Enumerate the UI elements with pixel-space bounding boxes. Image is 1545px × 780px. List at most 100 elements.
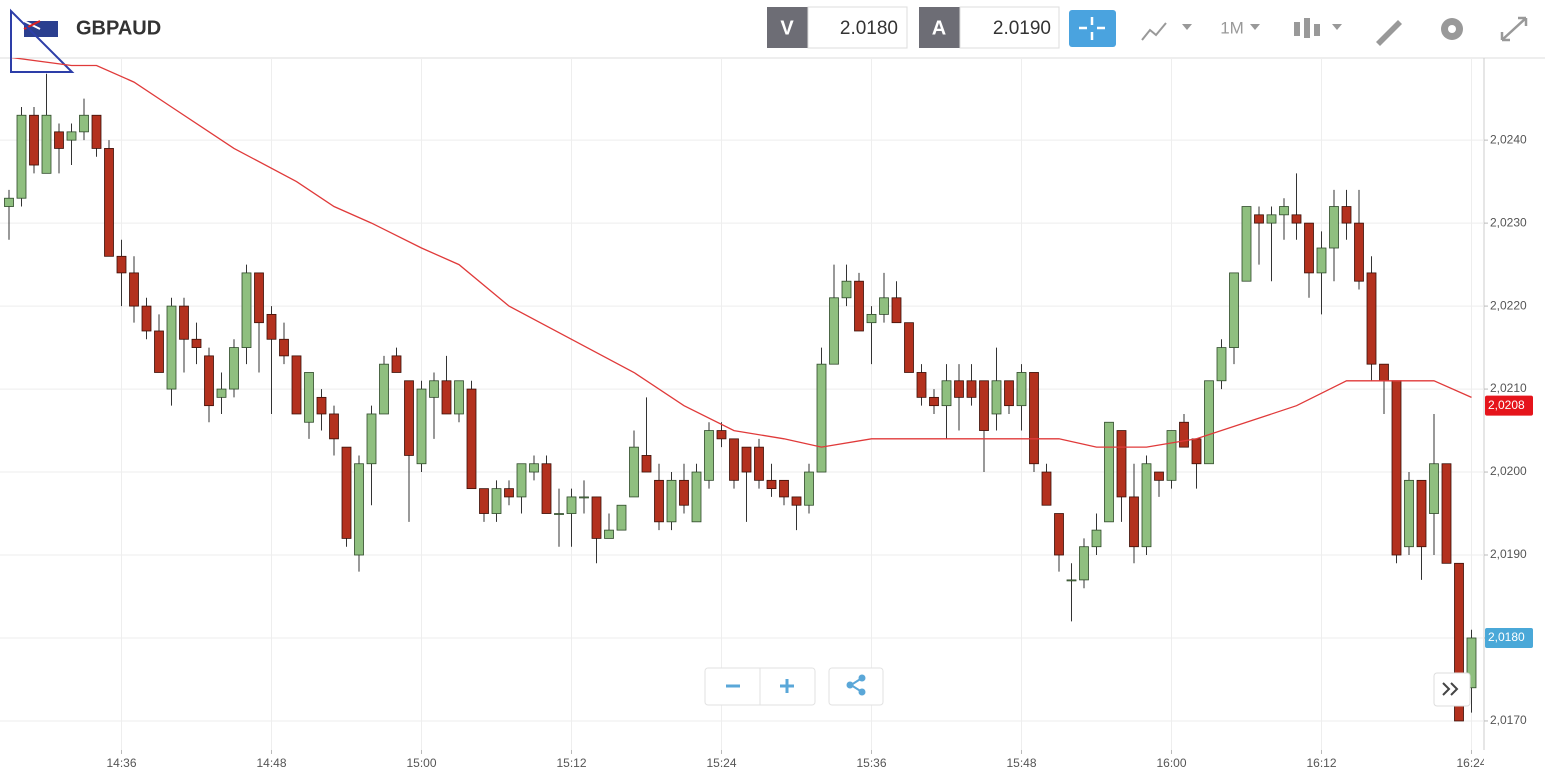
bid-field	[807, 6, 908, 49]
candle-body	[691, 471, 702, 523]
candle-body	[991, 380, 1002, 415]
candle-body	[979, 380, 989, 431]
y-tick-label: 2,0190	[1490, 547, 1527, 561]
candle-body	[454, 380, 464, 415]
candle-body	[1191, 438, 1202, 465]
ask-field	[959, 6, 1060, 49]
zoom-in[interactable]	[780, 679, 794, 693]
candle-body	[829, 297, 839, 365]
candle-body	[679, 479, 689, 506]
candle-body	[1379, 363, 1389, 382]
share-button[interactable]	[828, 667, 884, 706]
candle-body	[479, 488, 489, 514]
indicator-button[interactable]	[1141, 22, 1192, 41]
candle-body	[191, 338, 202, 348]
candle-body	[966, 380, 977, 398]
candle-body	[879, 297, 889, 315]
x-tick-label: 16:00	[1156, 756, 1186, 770]
candle-body	[1079, 546, 1089, 581]
candle-body	[941, 380, 952, 407]
candle-body	[291, 355, 302, 415]
ask-button[interactable]	[919, 7, 960, 48]
candle-body	[591, 496, 602, 539]
candle-body	[416, 388, 427, 465]
candle-body	[604, 529, 614, 539]
plot	[0, 58, 1484, 750]
candle-body	[1454, 562, 1464, 722]
candle-body	[279, 338, 289, 357]
candle-body	[266, 313, 277, 340]
y-tick-label: 2,0200	[1490, 464, 1527, 478]
chart-type-button[interactable]	[1294, 18, 1342, 38]
candle-body	[1104, 421, 1114, 523]
candle-body	[1354, 222, 1364, 282]
candle-body	[4, 197, 14, 207]
candle-body	[1416, 479, 1427, 548]
candle-body	[391, 355, 402, 373]
candle-body	[129, 272, 139, 307]
candle-body	[1016, 372, 1027, 407]
candle-body	[854, 280, 864, 332]
candle-body	[1329, 206, 1339, 249]
fullscreen-button[interactable]	[1500, 16, 1528, 42]
candle-body	[141, 305, 152, 332]
y-tick-label: 2,0230	[1490, 215, 1527, 229]
candle-body	[379, 363, 389, 415]
price-label-box	[1485, 627, 1533, 648]
candle-body	[1316, 247, 1327, 274]
candle-body	[204, 355, 214, 407]
candle-body	[1266, 214, 1277, 224]
candle-body	[1129, 496, 1139, 548]
candle-body	[1154, 471, 1164, 481]
bid-button[interactable]	[767, 7, 808, 48]
candle-body	[1391, 380, 1402, 556]
y-tick-label: 2,0240	[1490, 132, 1527, 146]
timeframe[interactable]: 1M	[1220, 18, 1244, 37]
candle-body	[354, 463, 364, 556]
candle-body	[1004, 380, 1014, 407]
candle-body	[66, 131, 77, 141]
candle-body	[841, 280, 852, 299]
candle-body	[1029, 372, 1039, 465]
candle-body	[54, 131, 64, 149]
candle-body	[79, 114, 89, 133]
candle-body	[1054, 513, 1064, 556]
candle-body	[1441, 463, 1452, 564]
candle-body	[104, 148, 114, 257]
candle-body	[241, 272, 252, 348]
candle-body	[1254, 214, 1264, 224]
candle-body	[554, 513, 564, 515]
price-label: 2,0208	[1488, 398, 1525, 412]
candle-body	[316, 396, 327, 415]
ma-line	[10, 58, 1472, 448]
candle-body	[366, 413, 377, 465]
candle-body	[1291, 214, 1302, 224]
settings-hole	[1448, 25, 1456, 33]
candle-body	[1304, 222, 1314, 274]
crosshair-button[interactable]	[1069, 10, 1116, 47]
draw-button[interactable]	[1376, 20, 1402, 46]
candle-body	[41, 114, 52, 174]
candle-body	[304, 372, 314, 423]
candle-body	[504, 488, 514, 498]
candle-body	[1341, 206, 1352, 224]
zoom-buttons	[704, 667, 816, 706]
candle-body	[741, 446, 752, 473]
scroll-right-button[interactable]	[1433, 672, 1471, 707]
candle-body	[91, 114, 102, 149]
candle-body	[666, 479, 677, 523]
candle-body	[1279, 206, 1289, 216]
bid-label: V	[780, 17, 794, 39]
candle-body	[541, 463, 552, 514]
candle-body	[404, 380, 414, 456]
candle-body	[804, 471, 814, 506]
x-tick-label: 15:48	[1006, 756, 1036, 770]
candle-body	[791, 496, 802, 506]
candle-body	[1366, 272, 1377, 365]
candle-body	[166, 305, 177, 390]
candle-body	[529, 463, 539, 473]
candle-body	[1141, 463, 1152, 548]
x-tick-label: 14:36	[106, 756, 136, 770]
